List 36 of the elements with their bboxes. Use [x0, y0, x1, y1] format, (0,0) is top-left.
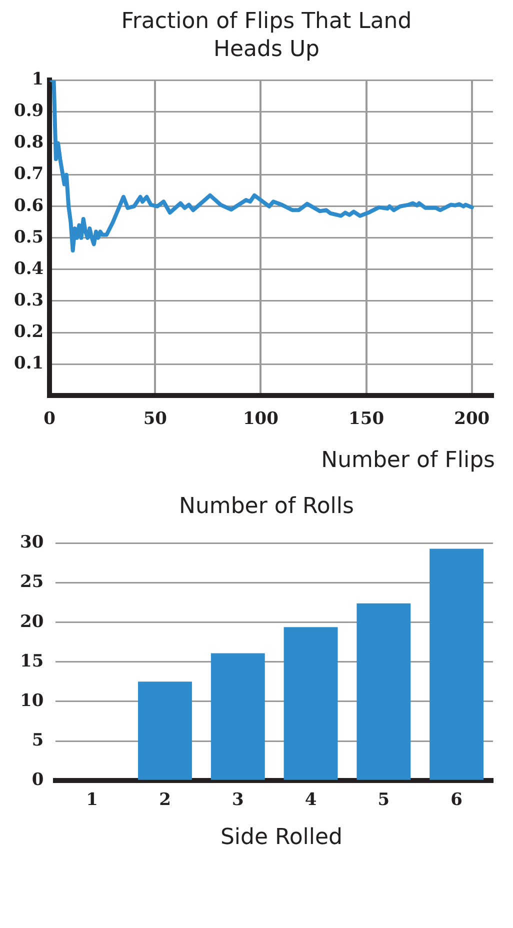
- x-tick-label: 5: [378, 790, 390, 810]
- y-tick-label: 10: [20, 690, 44, 711]
- y-tick-label: 0.7: [14, 164, 44, 184]
- chart-title: Fraction of Flips That Land Heads Up: [120, 8, 413, 64]
- y-tick-label: 5: [32, 730, 44, 750]
- y-tick-label: 25: [20, 572, 44, 592]
- bar: [356, 603, 411, 780]
- y-tick-label: 15: [20, 651, 44, 672]
- x-tick-label: 4: [304, 790, 317, 810]
- bar: [138, 682, 192, 780]
- y-tick-label: 1: [32, 70, 44, 90]
- x-tick-label: 100: [242, 409, 279, 430]
- bar: [284, 627, 338, 780]
- y-tick-label: 0.3: [14, 290, 44, 310]
- y-tick-label: 0.2: [14, 322, 44, 342]
- y-tick-label: 0.8: [14, 132, 44, 153]
- chart-title: Number of Rolls: [178, 493, 355, 521]
- x-axis-title: Side Rolled: [219, 825, 344, 850]
- y-tick-label: 20: [20, 612, 44, 632]
- y-tick-label: 0: [32, 770, 44, 790]
- x-tick-label: 3: [232, 790, 244, 810]
- x-tick-label: 6: [450, 790, 462, 810]
- y-tick-label: 0.4: [14, 258, 44, 279]
- x-tick-label: 50: [143, 409, 168, 430]
- y-tick-label: 0.5: [14, 227, 44, 248]
- y-tick-label: 0.9: [14, 101, 44, 122]
- bar: [210, 653, 265, 780]
- x-tick-label: 2: [159, 790, 171, 810]
- y-tick-label: 30: [20, 532, 44, 553]
- x-tick-label: 200: [454, 409, 490, 430]
- y-tick-label: 0.1: [14, 353, 44, 374]
- x-tick-label: 1: [86, 790, 98, 810]
- x-axis-title: Number of Flips: [320, 448, 496, 473]
- x-tick-label: 150: [348, 409, 384, 430]
- y-tick-label: 0.6: [14, 196, 44, 216]
- bar: [430, 548, 484, 780]
